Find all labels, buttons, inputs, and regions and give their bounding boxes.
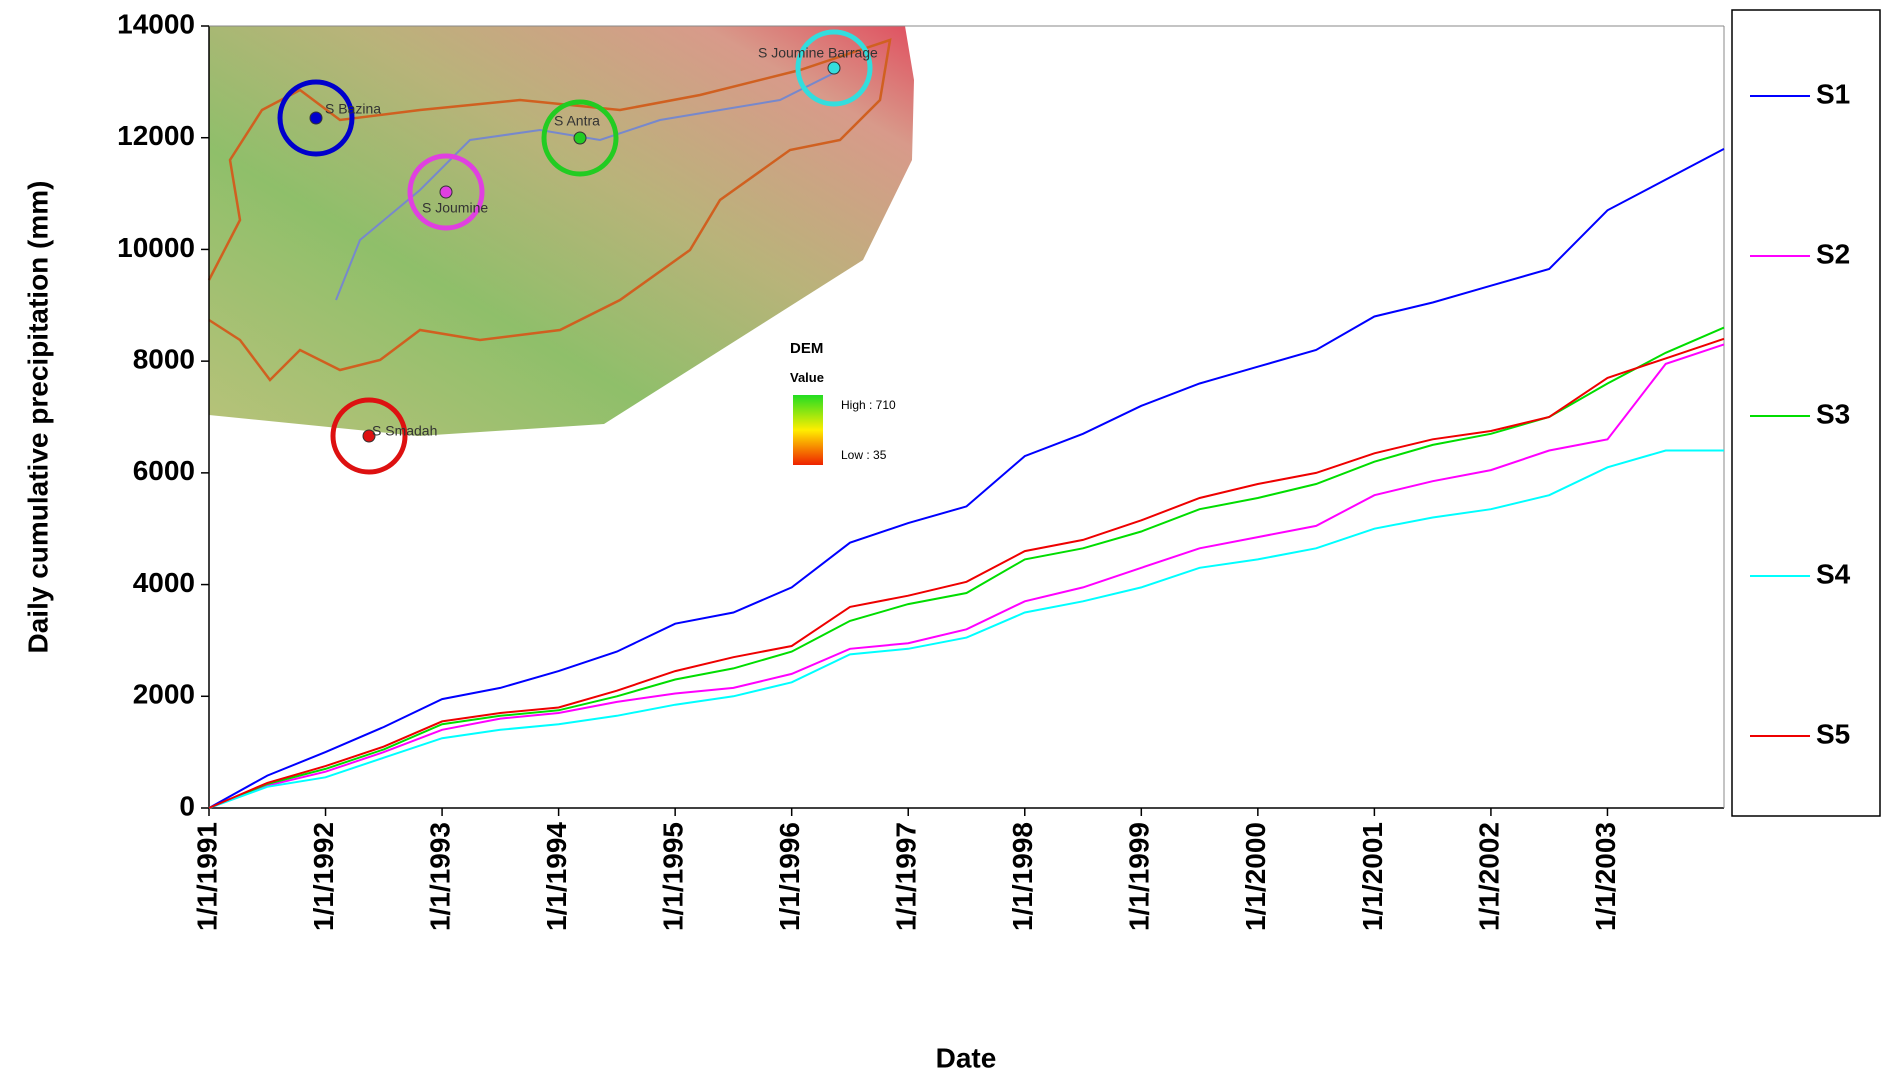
x-tick-label: 1/1/2001 xyxy=(1357,822,1388,931)
legend-label: S2 xyxy=(1816,238,1850,269)
y-tick-label: 8000 xyxy=(133,344,195,375)
legend-label: S3 xyxy=(1816,398,1850,429)
station-dot xyxy=(574,132,586,144)
x-tick-label: 1/1/2003 xyxy=(1590,822,1621,931)
chart: S Bazina S Joumine S Antra S Joumine Barrag… xyxy=(0,0,1883,1081)
y-axis-label: Daily cumulative precipitation (mm) xyxy=(22,181,53,654)
station-dot xyxy=(440,186,452,198)
dem-high: High : 710 xyxy=(841,398,896,412)
station-label: S Joumine xyxy=(422,200,488,216)
y-tick-label: 6000 xyxy=(133,455,195,486)
y-tick-label: 0 xyxy=(179,790,195,821)
x-tick-label: 1/1/2000 xyxy=(1240,822,1271,931)
y-tick-label: 14000 xyxy=(117,8,195,39)
x-tick-label: 1/1/1991 xyxy=(191,822,222,931)
station-label: S Smadah xyxy=(372,423,437,439)
x-axis-label: Date xyxy=(936,1042,997,1073)
dem-scale xyxy=(793,395,823,465)
y-tick-label: 4000 xyxy=(133,567,195,598)
x-tick-label: 1/1/1996 xyxy=(774,822,805,931)
dem-subtitle: Value xyxy=(790,370,824,385)
x-tick-label: 1/1/2002 xyxy=(1473,822,1504,931)
station-label: S Bazina xyxy=(325,101,381,117)
inset-map: S Bazina S Joumine S Antra S Joumine Barrag… xyxy=(209,26,914,472)
legend-label: S1 xyxy=(1816,78,1850,109)
dem-low: Low : 35 xyxy=(841,448,887,462)
station-dot xyxy=(828,62,840,74)
y-tick-label: 10000 xyxy=(117,232,195,263)
station-dot xyxy=(310,112,322,124)
x-tick-label: 1/1/1997 xyxy=(891,822,922,931)
station-label: S Antra xyxy=(554,113,600,129)
station-label: S Joumine Barrage xyxy=(758,45,878,61)
page: S Bazina S Joumine S Antra S Joumine Barrag… xyxy=(0,0,1883,1086)
legend-label: S5 xyxy=(1816,718,1850,749)
x-tick-label: 1/1/1999 xyxy=(1124,822,1155,931)
legend-box xyxy=(1732,10,1880,816)
y-tick-label: 12000 xyxy=(117,120,195,151)
x-tick-label: 1/1/1994 xyxy=(541,822,572,931)
legend-label: S4 xyxy=(1816,558,1851,589)
x-tick-label: 1/1/1992 xyxy=(308,822,339,931)
x-tick-label: 1/1/1993 xyxy=(424,822,455,931)
x-tick-label: 1/1/1998 xyxy=(1007,822,1038,931)
y-tick-label: 2000 xyxy=(133,679,195,710)
x-tick-label: 1/1/1995 xyxy=(658,822,689,931)
dem-title: DEM xyxy=(790,340,823,357)
